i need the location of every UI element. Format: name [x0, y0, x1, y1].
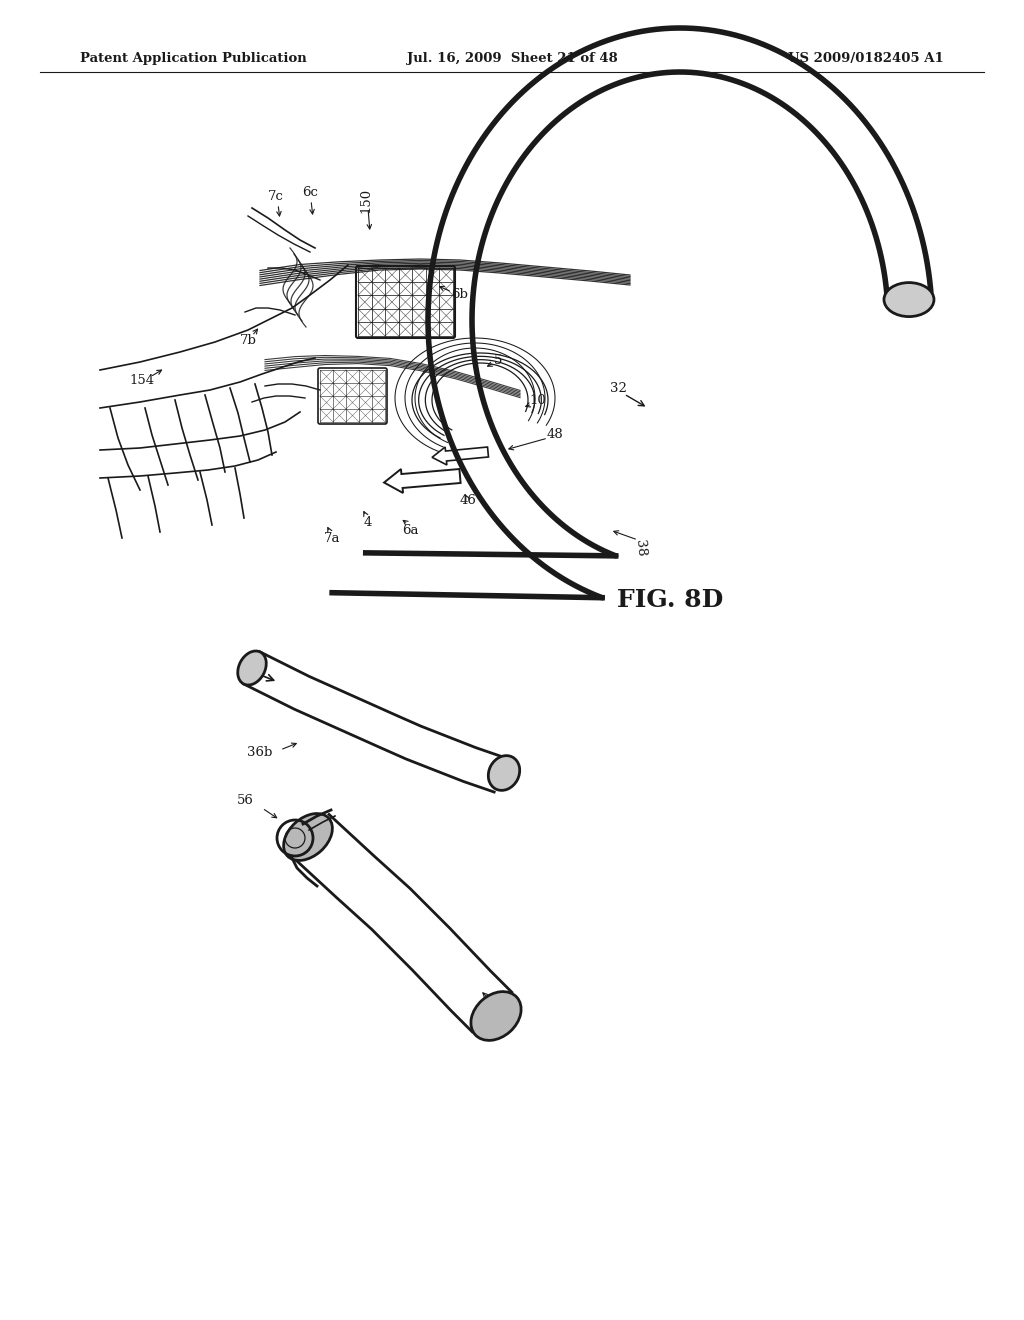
Text: 36b: 36b: [247, 746, 272, 759]
Text: Jul. 16, 2009  Sheet 21 of 48: Jul. 16, 2009 Sheet 21 of 48: [407, 51, 617, 65]
Ellipse shape: [284, 813, 333, 861]
Text: 48: 48: [547, 429, 563, 441]
Text: 154: 154: [129, 374, 155, 387]
Text: 6c: 6c: [302, 186, 317, 198]
Text: 5: 5: [494, 354, 502, 367]
Text: 6a: 6a: [401, 524, 418, 536]
Text: 10: 10: [529, 393, 547, 407]
Ellipse shape: [471, 991, 521, 1040]
Text: 56: 56: [238, 793, 254, 807]
Text: 38: 38: [633, 539, 647, 557]
Text: 7a: 7a: [324, 532, 340, 544]
Text: 4: 4: [364, 516, 372, 528]
Text: 150: 150: [359, 187, 373, 213]
Text: 46: 46: [460, 494, 476, 507]
Ellipse shape: [238, 651, 266, 685]
Text: Patent Application Publication: Patent Application Publication: [80, 51, 307, 65]
Text: 7c: 7c: [268, 190, 284, 202]
Ellipse shape: [488, 755, 520, 791]
Text: 36a: 36a: [490, 994, 515, 1006]
Ellipse shape: [884, 282, 934, 317]
Text: US 2009/0182405 A1: US 2009/0182405 A1: [788, 51, 944, 65]
Text: FIG. 8D: FIG. 8D: [616, 587, 723, 612]
Text: 32: 32: [609, 381, 627, 395]
Text: 7b: 7b: [240, 334, 256, 346]
Text: 6b: 6b: [452, 289, 468, 301]
